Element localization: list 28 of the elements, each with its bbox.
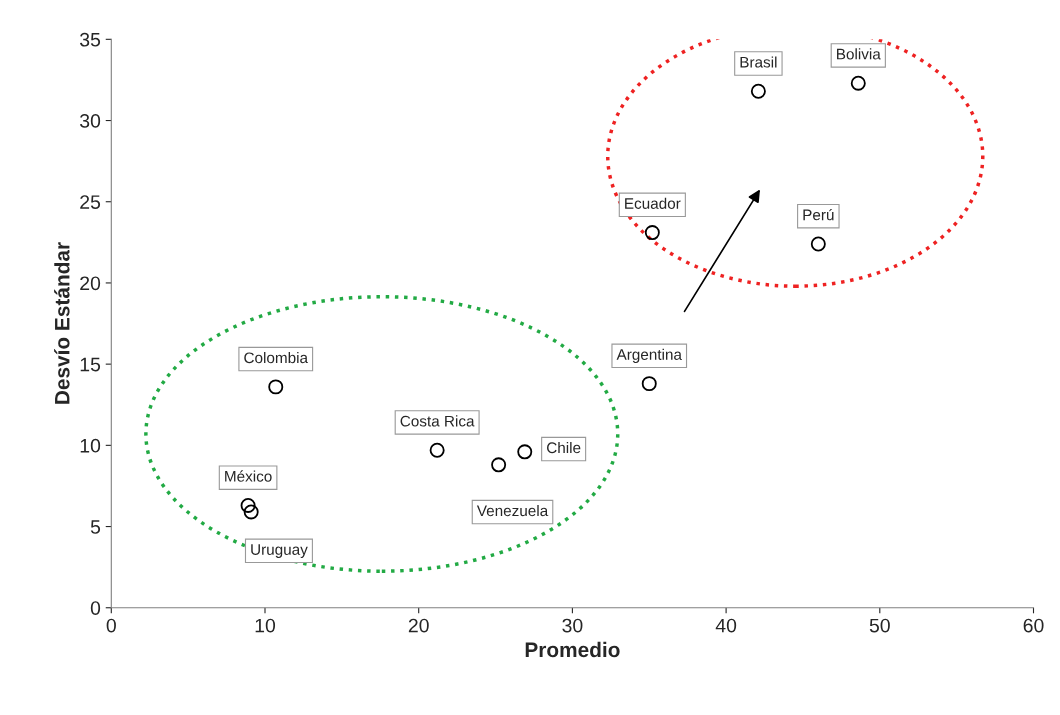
x-tick-label: 0 (106, 618, 116, 633)
x-tick-label: 10 (255, 618, 276, 633)
x-tick-label: 40 (715, 618, 737, 633)
annotation: Perú (803, 208, 834, 221)
y-tick-label: 30 (80, 114, 101, 128)
annotation: Colombia (244, 351, 309, 364)
annotation: Argentina (616, 348, 682, 363)
x-tick-label: 30 (562, 618, 583, 633)
x-tick-label: 50 (869, 618, 890, 633)
annotation: Chile (547, 441, 581, 454)
y-tick-label: 5 (90, 520, 101, 534)
x-tick-label: 60 (1023, 618, 1044, 633)
y-tick-label: 0 (90, 601, 101, 615)
y-tick-label: 15 (80, 357, 101, 372)
annotation: Costa Rica (400, 415, 475, 427)
x-axis-title: Promedio (525, 641, 620, 658)
y-tick-label: 10 (80, 438, 101, 453)
annotation: Brasil (740, 56, 777, 68)
y-tick-label: 35 (80, 32, 101, 47)
y-tick-label: 25 (80, 195, 101, 209)
annotation: Venezuela (476, 504, 549, 517)
annotation: Bolivia (837, 48, 881, 60)
annotation: México (225, 470, 272, 482)
annotation: Uruguay (251, 544, 308, 558)
y-axis-title: Desvío Estándar (54, 242, 70, 404)
y-tick-label: 20 (80, 276, 101, 291)
x-tick-label: 20 (408, 618, 429, 633)
annotation: Ecuador (625, 197, 681, 209)
